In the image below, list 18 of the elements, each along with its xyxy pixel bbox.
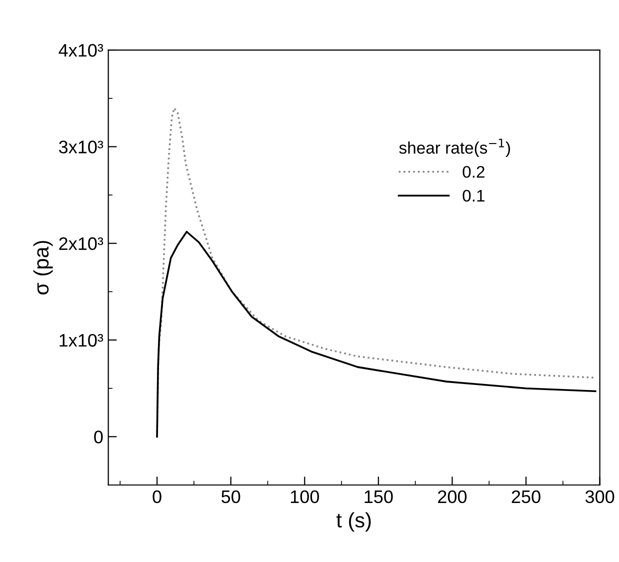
y-tick-label: 3x10³ [58, 140, 104, 154]
y-axis-title: σ (pa) [33, 240, 53, 294]
y-tick-label: 1x10³ [60, 334, 104, 347]
x-tick-label: 300 [585, 490, 614, 504]
y-tick-label: 2x10³ [59, 237, 104, 250]
y-tick-label: 0 [94, 430, 103, 444]
legend-label: 0.1 [462, 190, 484, 202]
line-series [156, 230, 596, 438]
x-tick-label: 150 [364, 490, 393, 504]
legend-label: 0.2 [462, 166, 484, 178]
x-tick-label: 0 [152, 490, 162, 504]
x-tick-label: 250 [512, 490, 540, 504]
x-tick-label: 100 [290, 490, 319, 504]
x-tick-label: 200 [438, 490, 467, 504]
x-axis-title: t (s) [336, 512, 371, 532]
y-tick-label: 4x10³ [58, 44, 104, 57]
x-tick-label: 50 [222, 490, 240, 504]
legend-title: shear rate(s$^{−1}$) [399, 138, 510, 158]
